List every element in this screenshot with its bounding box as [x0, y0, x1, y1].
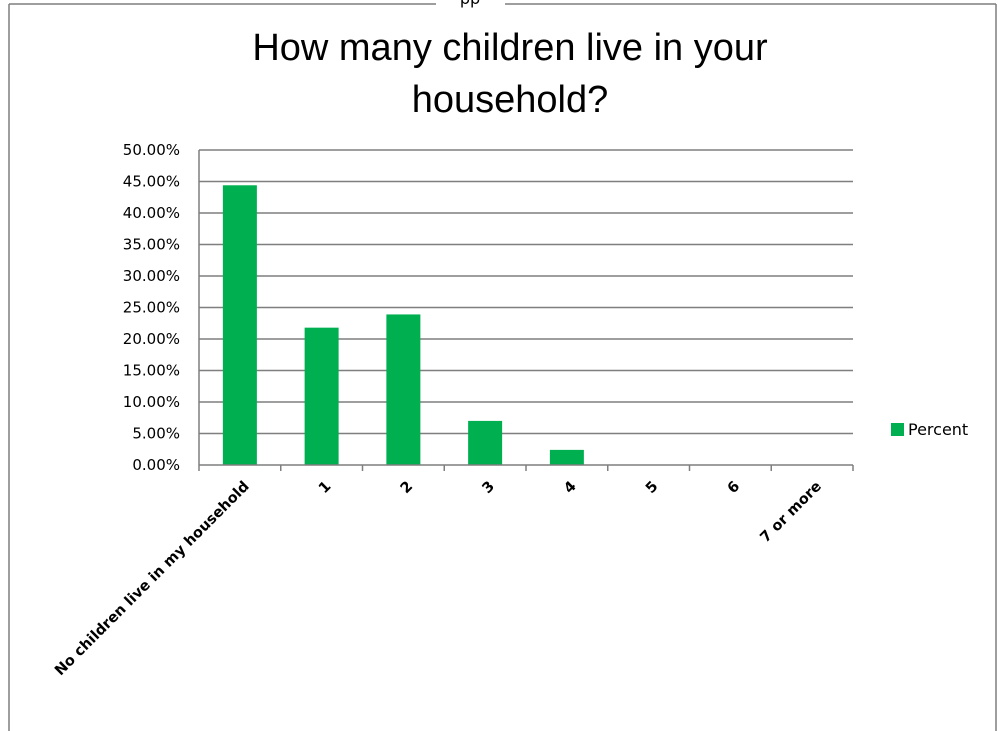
- y-tick-label: 25.00%: [123, 299, 180, 317]
- gridlines: [199, 149, 853, 435]
- bar: [549, 449, 584, 465]
- y-tick-label: 15.00%: [123, 362, 180, 380]
- x-category-label: 3: [480, 479, 498, 497]
- y-tick-label: 30.00%: [123, 267, 180, 285]
- y-axis-tick-labels: 0.00% 5.00% 10.00% 15.00% 20.00% 25.00% 30.00%…: [123, 141, 180, 474]
- legend: Percent: [891, 420, 968, 439]
- x-category-label: 1: [316, 479, 334, 497]
- chart-title-line-1: How many children live in your: [252, 27, 768, 69]
- legend-label-percent: Percent: [908, 420, 968, 439]
- y-tick-label: 0.00%: [132, 456, 180, 474]
- y-tick-label: 40.00%: [123, 204, 180, 222]
- bar: [222, 185, 257, 465]
- x-category-label: 4: [561, 479, 579, 497]
- bar: [468, 420, 503, 465]
- bar: [304, 327, 339, 465]
- y-tick-label: 20.00%: [123, 330, 180, 348]
- y-tick-label: 35.00%: [123, 236, 180, 254]
- legend-swatch-percent: [891, 423, 904, 436]
- x-category-label: 5: [643, 479, 661, 497]
- y-tick-label: 10.00%: [123, 393, 180, 411]
- y-tick-label: 50.00%: [123, 141, 180, 159]
- top-cropped-label: pp: [460, 0, 480, 8]
- x-axis-tick-marks: [198, 465, 854, 471]
- x-category-label: 2: [398, 479, 416, 497]
- x-category-label: 6: [725, 479, 743, 497]
- x-category-label: 7 or more: [758, 478, 826, 546]
- bars: [222, 185, 584, 465]
- chart-title-line-2: household?: [412, 79, 609, 121]
- y-tick-label: 45.00%: [123, 173, 180, 191]
- bar: [386, 314, 421, 465]
- x-category-label: No children live in my household: [52, 479, 253, 680]
- x-axis-category-labels: No children live in my household 1 2 3 4 5 6 7 …: [52, 478, 825, 679]
- y-tick-label: 5.00%: [132, 425, 180, 443]
